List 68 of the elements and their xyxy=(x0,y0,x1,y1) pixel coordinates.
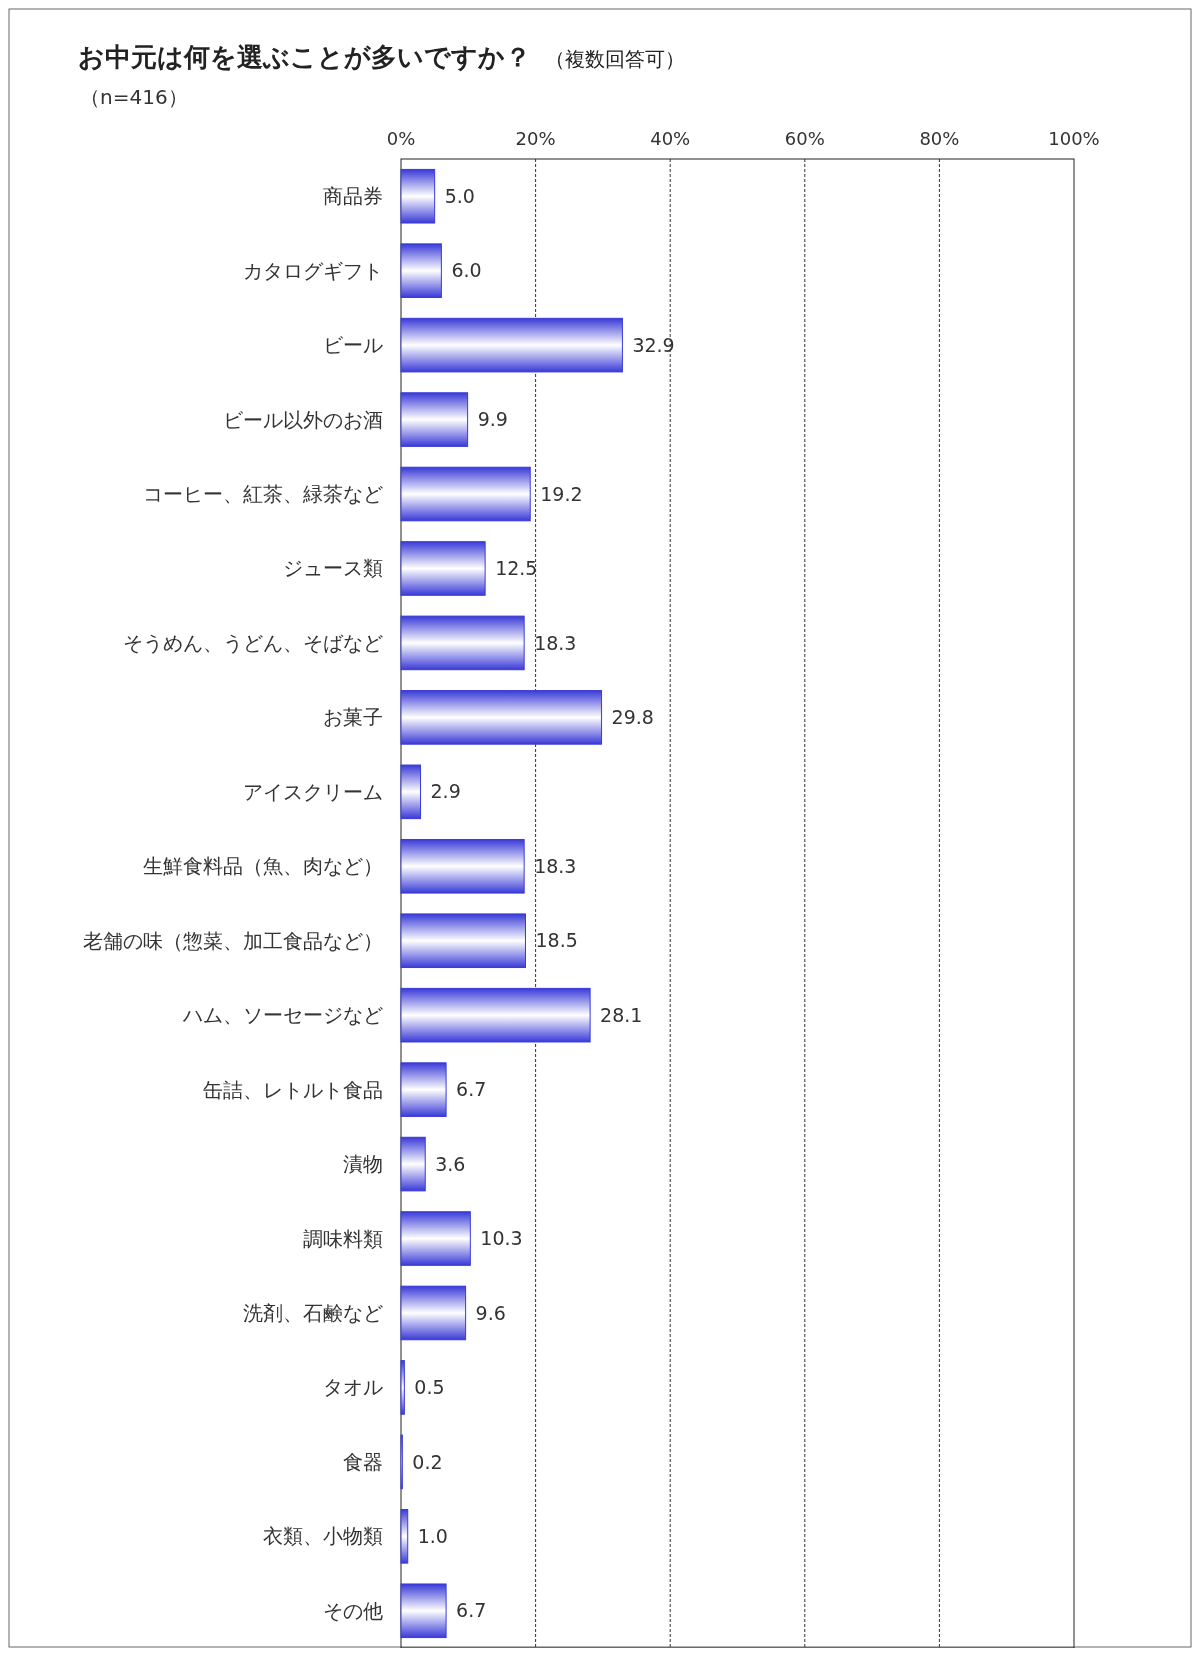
data-label: 0.5 xyxy=(414,1376,445,1399)
y-tick-label: ビール以外のお酒 xyxy=(223,407,383,432)
bar xyxy=(400,1583,447,1639)
data-label: 12.5 xyxy=(495,557,538,580)
data-label: 0.2 xyxy=(412,1450,443,1473)
x-tick-label: 40% xyxy=(650,128,691,149)
y-tick-label: ハム、ソーセージなど xyxy=(182,1003,383,1028)
text: （n=416） xyxy=(80,85,188,109)
y-tick-label: 調味料類 xyxy=(303,1226,383,1251)
data-label: 2.9 xyxy=(430,780,461,803)
bar xyxy=(400,317,623,373)
data-label: 29.8 xyxy=(611,706,654,729)
data-label: 9.6 xyxy=(475,1301,506,1324)
y-tick-label: 漬物 xyxy=(343,1152,383,1177)
bar xyxy=(400,1136,426,1192)
data-label: 18.5 xyxy=(535,929,578,952)
data-label: 32.9 xyxy=(632,333,675,356)
bar xyxy=(400,1211,471,1266)
y-tick-label: その他 xyxy=(323,1598,383,1623)
data-label: 3.6 xyxy=(435,1152,466,1175)
x-tick-label: 20% xyxy=(515,128,556,149)
data-label: 1.0 xyxy=(417,1524,448,1547)
y-tick-label: 食器 xyxy=(343,1449,383,1474)
y-tick-label: 生鮮食料品（魚、肉など） xyxy=(143,854,383,879)
bar xyxy=(400,690,603,745)
chart-title: お中元は何を選ぶことが多いですか？ xyxy=(78,42,531,72)
y-tick-label: コーヒー、紅茶、緑茶など xyxy=(143,482,383,507)
y-tick-label: アイスクリーム xyxy=(243,779,383,804)
data-label: 5.0 xyxy=(444,184,475,207)
x-tick-label: 0% xyxy=(386,128,416,149)
y-tick-label: お菓子 xyxy=(323,705,383,730)
bar xyxy=(400,987,591,1043)
bar xyxy=(400,1360,405,1415)
y-tick-label: ジュース類 xyxy=(283,556,383,581)
bar xyxy=(400,466,531,522)
bar xyxy=(400,764,422,820)
y-tick-label: 洗剤、石鹸など xyxy=(243,1300,383,1325)
bar xyxy=(400,1285,467,1341)
y-tick-label: そうめん、うどん、そばなど xyxy=(123,630,383,655)
data-label: 19.2 xyxy=(540,482,583,505)
y-tick-label: タオル xyxy=(323,1375,383,1400)
y-tick-label: 商品券 xyxy=(323,184,383,209)
x-tick-label: 100% xyxy=(1048,128,1100,149)
data-label: 6.7 xyxy=(456,1078,487,1101)
bar xyxy=(400,243,442,298)
bar xyxy=(400,392,469,447)
x-tick-label: 80% xyxy=(919,128,960,149)
bar xyxy=(400,541,486,596)
bar xyxy=(400,168,436,224)
chart-subtitle: （複数回答可） xyxy=(545,47,685,71)
y-tick-label: ビール xyxy=(323,333,383,358)
data-label: 10.3 xyxy=(480,1227,523,1250)
data-label: 18.3 xyxy=(534,854,577,877)
y-tick-label: カタログギフト xyxy=(243,258,383,283)
y-tick-label: 缶詰、レトルト食品 xyxy=(203,1077,383,1102)
data-label: 18.3 xyxy=(534,631,577,654)
y-tick-label: 衣類、小物類 xyxy=(263,1524,383,1549)
bar xyxy=(400,1062,447,1117)
x-tick-label: 60% xyxy=(784,128,825,149)
bar xyxy=(400,838,525,894)
bar xyxy=(400,1509,409,1564)
data-label: 9.9 xyxy=(477,408,508,431)
y-tick-label: 老舗の味（惣菜、加工食品など） xyxy=(83,928,383,953)
data-label: 6.7 xyxy=(456,1599,487,1622)
bar xyxy=(400,913,527,969)
bar xyxy=(400,615,525,671)
data-label: 6.0 xyxy=(451,259,482,282)
data-label: 28.1 xyxy=(600,1003,643,1026)
